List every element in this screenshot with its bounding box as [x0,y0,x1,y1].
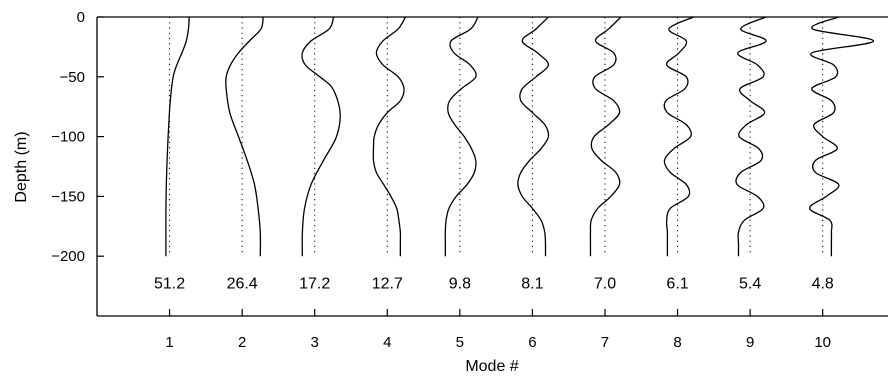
mode-1-value: 51.2 [154,276,185,293]
mode-1-curve [165,16,190,257]
y-tick-label: −150 [51,188,85,205]
mode-7-value: 7.0 [594,276,616,293]
x-tick-label: 2 [238,334,246,351]
mode-curves [165,16,875,257]
x-tick-label: 3 [311,334,319,351]
y-ticks: 0 −50 −100 −150 −200 [51,9,104,265]
mode-10-curve [808,16,875,257]
mode-6-curve [517,16,550,257]
mode-7-curve [589,16,622,257]
x-tick-label: 9 [746,334,754,351]
x-tick-label: 5 [456,334,464,351]
y-axis-label: Depth (m) [13,131,30,202]
mode-6-value: 8.1 [521,276,543,293]
mode-4-curve [372,16,406,257]
x-axis-label: Mode # [465,358,518,375]
mode-8-value: 6.1 [666,276,688,293]
y-tick-label: −50 [60,69,85,86]
mode-value-labels: 51.2 26.4 17.2 12.7 9.8 8.1 7.0 6.1 5.4 4.8 [154,276,834,293]
x-ticks: 1 2 3 4 5 6 7 8 9 10 [165,309,831,351]
mode-9-curve [735,16,767,257]
mode-4-value: 12.7 [372,276,403,293]
mode-3-curve [301,16,341,257]
mode-baselines [169,17,824,257]
x-tick-label: 10 [814,334,831,351]
y-tick-label: 0 [77,9,85,26]
mode-2-value: 26.4 [227,276,258,293]
y-tick-label: −200 [51,248,85,265]
x-tick-label: 1 [165,334,173,351]
mode-5-curve [444,16,479,257]
mode-3-value: 17.2 [299,276,330,293]
mode-8-curve [663,16,694,257]
mode-5-value: 9.8 [449,276,471,293]
mode-10-value: 4.8 [812,276,834,293]
y-tick-label: −100 [51,129,85,146]
axes-frame [96,16,888,317]
mode-9-value: 5.4 [739,276,761,293]
x-tick-label: 6 [528,334,536,351]
x-tick-label: 8 [673,334,681,351]
x-tick-label: 7 [601,334,609,351]
mode-2-curve [225,16,264,257]
x-tick-label: 4 [383,334,391,351]
